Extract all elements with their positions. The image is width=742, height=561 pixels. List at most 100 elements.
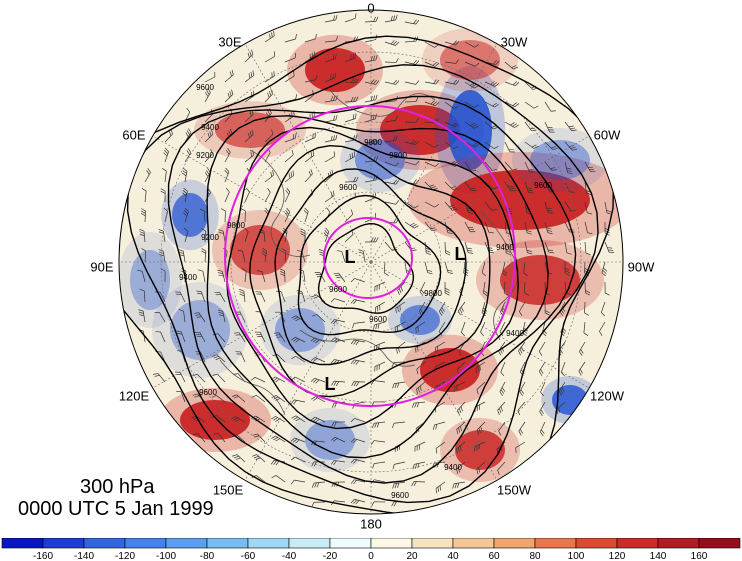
contour-label: 9600 bbox=[339, 183, 357, 192]
wind-barb bbox=[564, 181, 570, 193]
wind-barb bbox=[464, 121, 475, 129]
colorbar-box bbox=[206, 538, 249, 549]
wind-barb-feather bbox=[491, 125, 497, 128]
wind-barb bbox=[204, 153, 213, 163]
colorbar-box bbox=[534, 538, 577, 549]
wind-barb bbox=[364, 21, 377, 23]
wind-barb bbox=[482, 281, 486, 293]
wind-barb-feather bbox=[447, 232, 453, 235]
wind-barb-feather bbox=[493, 126, 499, 130]
wind-barb-feather bbox=[519, 428, 523, 434]
wind-barb bbox=[294, 437, 306, 443]
wind-barb-feather bbox=[335, 115, 338, 121]
wind-barb-feather bbox=[558, 407, 561, 413]
wind-barb bbox=[584, 181, 587, 193]
wind-barb bbox=[444, 41, 456, 46]
wind-barb-feather bbox=[505, 250, 511, 253]
wind-barb bbox=[503, 281, 506, 293]
wind-barb bbox=[395, 321, 406, 328]
contour-label: 9400 bbox=[496, 243, 514, 252]
contour-label: 9800 bbox=[227, 221, 245, 230]
wind-barb bbox=[500, 361, 506, 373]
wind-barb bbox=[204, 113, 213, 123]
wind-barb-feather bbox=[393, 501, 397, 507]
wind-barb-feather bbox=[426, 252, 432, 256]
wind-barb bbox=[280, 291, 286, 303]
wind-barb-feather bbox=[350, 359, 355, 364]
wind-barb-feather bbox=[419, 385, 422, 391]
wind-barb bbox=[564, 221, 570, 233]
contour-label: 9400 bbox=[444, 463, 462, 472]
wind-barb-feather bbox=[458, 467, 460, 473]
wind-barb bbox=[183, 311, 186, 323]
wind-barb-feather bbox=[324, 230, 329, 235]
wind-barb-feather bbox=[519, 311, 523, 316]
wind-barb-feather bbox=[310, 337, 316, 342]
wind-barb-feather bbox=[183, 210, 188, 215]
wind-barb-feather bbox=[158, 229, 164, 232]
wind-barb bbox=[544, 221, 549, 233]
wind-barb bbox=[263, 231, 266, 243]
wind-barb-feather bbox=[373, 324, 375, 330]
wind-barb-feather bbox=[353, 340, 357, 345]
wind-barb bbox=[484, 121, 494, 130]
wind-barb bbox=[604, 201, 608, 213]
wind-barb-feather bbox=[358, 249, 364, 252]
wind-barb-feather bbox=[232, 454, 238, 457]
wind-barb-feather bbox=[579, 351, 583, 356]
wind-barb bbox=[284, 175, 294, 183]
colorbar-box bbox=[493, 538, 536, 549]
wind-barb bbox=[560, 361, 566, 373]
wind-barb-feather bbox=[435, 424, 438, 430]
wind-barb-feather bbox=[392, 464, 395, 470]
wind-barb bbox=[464, 41, 475, 48]
wind-barb bbox=[476, 381, 486, 390]
wind-barb bbox=[197, 433, 206, 443]
wind-barb bbox=[456, 461, 466, 470]
wind-barb-feather bbox=[539, 411, 543, 416]
wind-barb-feather bbox=[227, 92, 230, 98]
wind-barb-feather bbox=[566, 292, 571, 296]
wind-barb-feather bbox=[333, 319, 337, 325]
wind-barb-feather bbox=[194, 312, 200, 314]
colorbar-box bbox=[657, 538, 700, 549]
wind-barb-feather bbox=[606, 212, 612, 215]
wind-barb-feather bbox=[420, 289, 425, 294]
wind-barb-feather bbox=[603, 267, 608, 272]
wind-barb-feather bbox=[548, 251, 554, 254]
wind-barb-feather bbox=[540, 409, 544, 414]
wind-barb-feather bbox=[473, 125, 479, 129]
wind-barb bbox=[564, 241, 568, 253]
wind-barb-feather bbox=[393, 179, 397, 184]
wind-barb-feather bbox=[315, 339, 320, 344]
wind-barb-feather bbox=[265, 207, 270, 212]
wind-barb bbox=[424, 81, 436, 85]
wind-barb bbox=[404, 161, 416, 166]
wind-barb-feather bbox=[233, 455, 239, 459]
wind-barb bbox=[164, 133, 173, 143]
wind-barb-feather bbox=[358, 251, 364, 254]
wind-barb bbox=[162, 251, 166, 263]
anomaly-halo bbox=[119, 232, 182, 328]
wind-barb-feather bbox=[474, 62, 480, 67]
wind-barb-feather bbox=[604, 292, 610, 296]
wind-barb-feather bbox=[290, 336, 296, 341]
wind-barb bbox=[244, 231, 249, 243]
wind-barb-feather bbox=[264, 210, 269, 215]
wind-barb bbox=[224, 152, 231, 163]
wind-barb-feather bbox=[285, 210, 290, 215]
wind-barb bbox=[444, 61, 456, 64]
wind-barb bbox=[334, 500, 346, 503]
wind-barb-feather bbox=[293, 400, 297, 405]
wind-barb-feather bbox=[373, 95, 376, 101]
wind-barb-feather bbox=[392, 483, 395, 489]
wind-barb-feather bbox=[201, 228, 206, 232]
colorbar-box bbox=[1, 538, 44, 549]
wind-barb bbox=[544, 121, 550, 133]
wind-barb-feather bbox=[331, 192, 333, 198]
low-markers: L L L bbox=[325, 244, 466, 394]
wind-barb bbox=[284, 231, 288, 243]
wind-barb bbox=[481, 301, 486, 313]
wind-barb bbox=[314, 481, 326, 484]
wind-barb-feather bbox=[138, 309, 144, 312]
